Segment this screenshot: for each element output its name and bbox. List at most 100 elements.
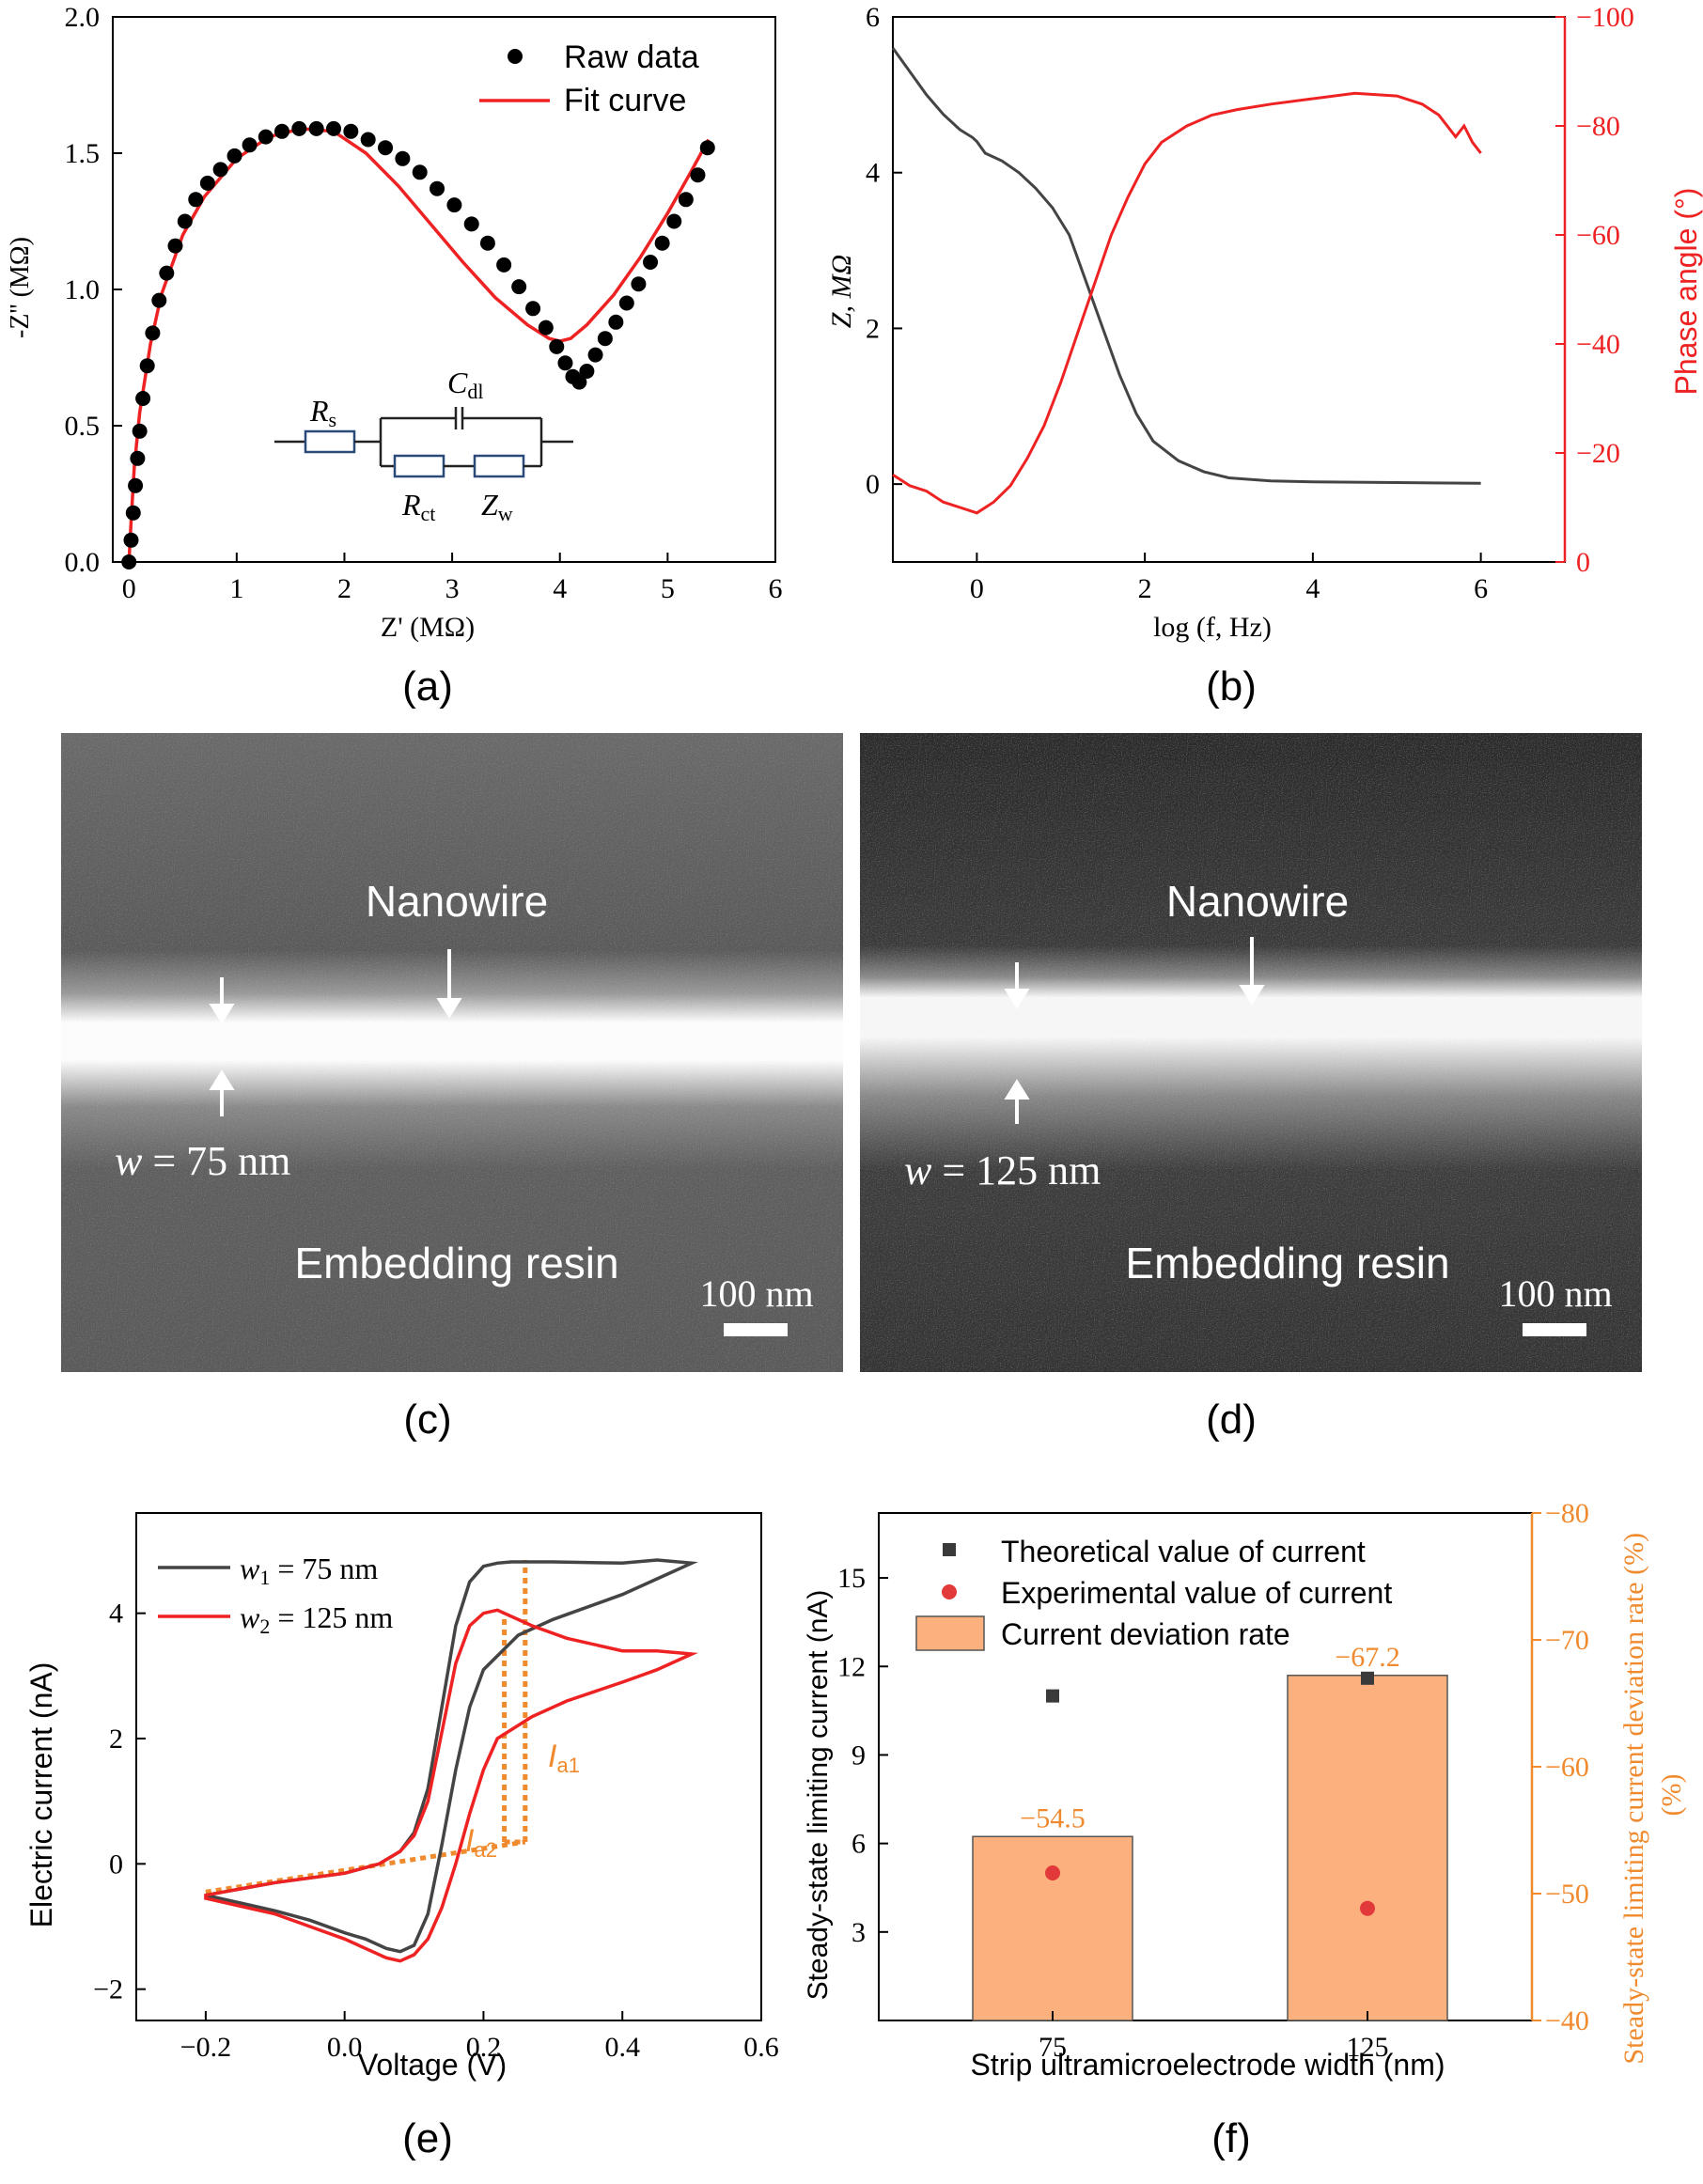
micrograph-d-top-label: Nanowire xyxy=(1166,877,1349,926)
panel-a-legend-fit-label: Fit curve xyxy=(564,83,686,118)
panel-a-raw-point xyxy=(479,235,495,251)
panel-a-raw-point xyxy=(446,197,462,213)
panel-e-ylabel: Electric current (nA) xyxy=(24,1662,58,1928)
panel-a-raw-point xyxy=(643,255,659,270)
panel-a-raw-point xyxy=(496,257,512,273)
panel-a-raw-point xyxy=(343,123,359,139)
panel-b-impedance-line xyxy=(891,47,1481,485)
panel-a-xtick-label: 2 xyxy=(337,573,352,604)
panel-a-raw-points xyxy=(121,120,715,569)
panel-b-ytick-right-label: −20 xyxy=(1576,438,1620,469)
panel-a-raw-point xyxy=(212,162,228,178)
panel-a-raw-point xyxy=(579,364,595,379)
panel-f-legend-theo-label: Theoretical value of current xyxy=(1001,1535,1366,1568)
panel-a-raw-point xyxy=(631,276,647,292)
panel-b-xtick-label: 0 xyxy=(970,573,984,604)
panel-a-raw-point xyxy=(123,532,139,548)
panel-c-micrograph: Nanowire w = 75 nm Embedding resin 100 n… xyxy=(61,733,843,1443)
panel-b-phase-line xyxy=(892,91,1482,515)
panel-f-bar xyxy=(1287,1675,1448,2021)
panel-f-bar xyxy=(972,1835,1133,2021)
panel-f-ytick-label: 15 xyxy=(837,1563,866,1594)
panel-a-xtick-label: 5 xyxy=(661,573,675,604)
panel-a-raw-point xyxy=(132,423,148,439)
circuit-rs-label: Rs xyxy=(309,394,336,431)
panel-d-label: (d) xyxy=(1206,1396,1257,1443)
micrograph-d-resin-region xyxy=(860,1036,1642,1372)
panel-a-ticks: 0 1 2 3 4 5 6 0.0 0.5 1.0 1.5 2.0 xyxy=(65,2,783,604)
panel-a-raw-point xyxy=(135,391,151,406)
panel-a-ytick-label: 0.0 xyxy=(65,547,101,578)
panel-d-micrograph: Nanowire w = 125 nm Embedding resin 100 … xyxy=(860,733,1642,1443)
panel-f-xtick-label: 75 xyxy=(1039,2032,1067,2063)
panel-f-points xyxy=(1045,1671,1375,1916)
panel-f-xlabel: Strip ultramicroelectrode width (nm) xyxy=(970,2048,1445,2082)
panel-a-legend-raw-label: Raw data xyxy=(564,39,699,75)
panel-a-raw-point xyxy=(121,554,137,569)
panel-a-raw-point xyxy=(525,301,541,317)
panel-a-raw-point xyxy=(538,320,554,335)
panel-a-raw-point xyxy=(587,347,603,363)
panel-e-xtick-label: 0.4 xyxy=(604,2032,640,2063)
panel-e-baseline-guide xyxy=(205,1839,526,1895)
micrograph-d-scale-bar xyxy=(1523,1323,1586,1336)
panel-a-raw-point xyxy=(678,192,694,208)
panel-a-raw-point xyxy=(690,167,706,183)
panel-a-raw-point xyxy=(199,175,215,191)
panel-f-bar-label: −67.2 xyxy=(1335,1642,1399,1673)
panel-a-raw-point xyxy=(395,150,411,166)
panel-f-xtick-label: 125 xyxy=(1347,2032,1389,2063)
panel-f-ytick-label: 9 xyxy=(852,1739,866,1771)
panel-a-xtick-label: 3 xyxy=(445,573,460,604)
micrograph-d-scale-text: 100 nm xyxy=(1498,1272,1612,1315)
panel-a-raw-point xyxy=(326,120,341,136)
panel-b-ticks: 0 2 4 6 0 2 4 6 0 −20 −40 −60 −80 −100 xyxy=(866,2,1634,604)
panel-f-experimental-point xyxy=(1045,1865,1060,1881)
panel-f-ytick-right-label: −50 xyxy=(1545,1879,1589,1910)
panel-f-legend-bar-label: Current deviation rate xyxy=(1001,1617,1290,1651)
panel-e-w2-curve xyxy=(204,1608,698,1963)
panel-a-ytick-label: 1.0 xyxy=(65,274,101,305)
panel-a-xlabel: Z' (MΩ) xyxy=(381,612,475,643)
panel-a-raw-point xyxy=(177,213,193,229)
panel-a-raw-point xyxy=(242,137,258,153)
panel-a-raw-point xyxy=(128,477,144,493)
panel-b-xlabel: log (f, Hz) xyxy=(1153,612,1272,643)
panel-f-ytick-label: 6 xyxy=(852,1829,866,1860)
panel-a-xtick-label: 1 xyxy=(229,573,243,604)
panel-a-ytick-label: 0.5 xyxy=(65,411,101,442)
panel-a-raw-point xyxy=(167,238,183,254)
micrograph-c-resin-region xyxy=(61,1060,843,1372)
panel-e-frame xyxy=(135,1512,762,2021)
micrograph-c-bottom-label: Embedding resin xyxy=(294,1239,618,1287)
panel-b-ylabel: Z, MΩ xyxy=(826,255,857,328)
panel-f-label: (f) xyxy=(1211,2115,1251,2161)
micrograph-c-arrows xyxy=(209,949,462,1116)
micrograph-d-gap xyxy=(860,998,1642,1036)
panel-f-ylabel: Steady-state limiting current (nA) xyxy=(803,1590,834,2001)
panel-f-ytick-right-label: −80 xyxy=(1545,1498,1589,1529)
panel-a-legend-raw-marker xyxy=(508,49,523,64)
panel-a-raw-point xyxy=(699,140,715,156)
panel-a-raw-point xyxy=(145,325,161,341)
panel-e-ytick-label: 2 xyxy=(109,1724,123,1755)
panel-a-raw-point xyxy=(130,450,146,466)
panel-a-raw-point xyxy=(308,120,324,136)
panel-a-raw-point xyxy=(159,265,175,281)
micrograph-c-scale-text: 100 nm xyxy=(699,1272,813,1315)
panel-e-legend-w1-label: w1 = 75 nm xyxy=(240,1552,378,1589)
panel-f-bars: −54.5 −67.2 xyxy=(972,1642,1448,2021)
micrograph-c-top-label: Nanowire xyxy=(366,877,548,926)
panel-a-raw-point xyxy=(608,314,624,330)
panel-a-xtick-label: 6 xyxy=(769,573,783,604)
panel-a-raw-point xyxy=(360,132,376,148)
panel-f-ytick-right-label: −70 xyxy=(1545,1625,1589,1656)
micrograph-c-gap xyxy=(61,1022,843,1060)
panel-b-ytick-right-label: −40 xyxy=(1576,329,1620,360)
circuit-zw-label: Zw xyxy=(481,488,513,525)
panel-e-xtick-label: 0.0 xyxy=(327,2032,363,2063)
panel-b-xtick-label: 6 xyxy=(1474,573,1488,604)
panel-a-equivalent-circuit xyxy=(274,407,573,478)
panel-f-ylabel-right-text: Steady-state limiting current deviation … xyxy=(1618,1533,1649,2065)
